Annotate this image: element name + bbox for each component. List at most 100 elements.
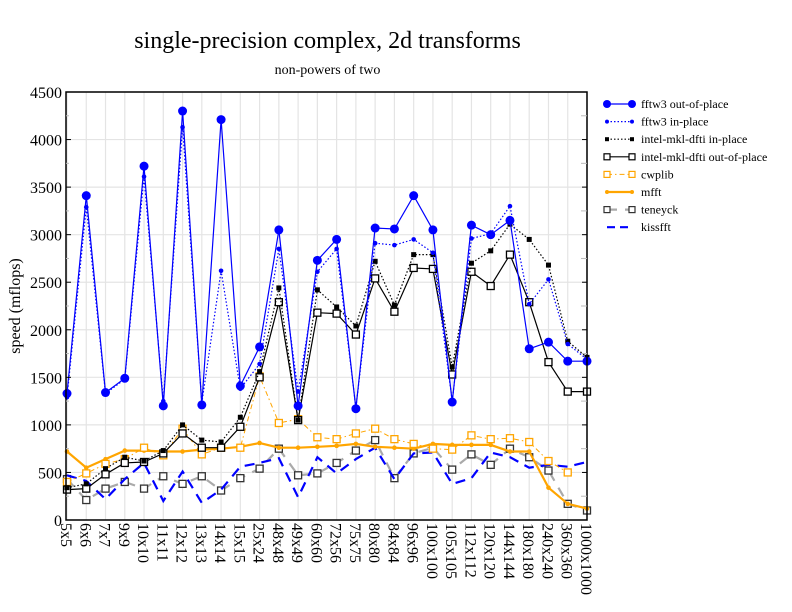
data-point [62, 477, 72, 487]
data-point [122, 448, 128, 453]
legend-item: mfft [605, 185, 662, 199]
data-point [468, 260, 474, 266]
x-tick-label: 120x120 [481, 523, 498, 579]
data-point [293, 401, 303, 411]
data-point [62, 389, 72, 399]
data-point [428, 264, 438, 274]
data-point [486, 230, 496, 240]
y-tick-label: 2500 [30, 275, 62, 292]
data-point [390, 307, 399, 316]
data-point [83, 481, 89, 487]
data-point [83, 465, 89, 470]
data-point [353, 323, 359, 329]
data-point [353, 441, 359, 447]
legend-label: fftw3 out-of-place [641, 97, 728, 111]
series-line [66, 438, 588, 512]
data-point [391, 302, 397, 308]
data-point [295, 445, 301, 451]
data-point [82, 469, 91, 478]
data-point [314, 287, 320, 293]
data-point [467, 267, 476, 276]
data-point [332, 234, 342, 244]
legend-label: teneyck [641, 203, 678, 217]
series-layer [62, 106, 592, 515]
data-point [141, 458, 147, 464]
x-tick-label: 75x75 [346, 523, 363, 563]
chart-subtitle: non-powers of two [274, 63, 381, 78]
y-tick-label: 2000 [30, 323, 62, 340]
data-point [315, 444, 320, 450]
grid-lines [66, 91, 588, 521]
x-tick-label: 9x9 [115, 523, 132, 547]
data-point [180, 449, 185, 454]
legend-marker [605, 190, 609, 194]
data-point [546, 485, 551, 490]
data-point [82, 495, 91, 505]
x-tick-label: 180x180 [519, 523, 536, 579]
legend-marker [628, 206, 636, 214]
x-tick-label: 144x144 [500, 523, 517, 579]
data-point [257, 369, 263, 375]
x-tick-label: 112x112 [461, 523, 478, 578]
y-tick-label: 1500 [30, 370, 62, 387]
data-point [430, 250, 436, 256]
series-line [66, 446, 588, 505]
data-point [466, 220, 476, 230]
legend-label: cwplib [641, 167, 674, 181]
x-tick-label: 360x360 [558, 523, 575, 579]
data-point [237, 414, 243, 420]
data-point [351, 429, 361, 438]
data-point [563, 387, 572, 396]
data-point [218, 439, 224, 445]
x-tick-label: 6x6 [76, 523, 93, 547]
x-tick-label: 84x84 [384, 523, 401, 563]
data-point [409, 263, 418, 273]
data-point [543, 337, 553, 347]
legend-marker [630, 119, 634, 124]
series-intel-mkl-dfti-out-of-place [62, 250, 592, 494]
y-tick-label: 1000 [30, 418, 62, 435]
legend-marker [605, 119, 609, 124]
legend-marker [603, 153, 611, 161]
x-tick-label: 10x10 [134, 523, 151, 563]
data-point [392, 242, 397, 248]
data-point [276, 246, 282, 252]
data-point [332, 435, 341, 444]
series-line [66, 253, 587, 491]
data-point [390, 435, 399, 444]
legend-item: teneyck [603, 203, 678, 217]
data-point [218, 268, 224, 274]
data-point [313, 469, 322, 478]
data-point [313, 433, 322, 442]
data-point [235, 381, 245, 391]
data-point [313, 308, 322, 317]
y-tick-label: 0 [54, 513, 62, 530]
data-point [216, 443, 226, 452]
data-point [351, 404, 361, 414]
data-point [139, 161, 149, 171]
legend: fftw3 out-of-place fftw3 in-place intel-mk… [603, 97, 767, 234]
legend-item: cwplib [603, 167, 674, 181]
data-point [139, 484, 149, 493]
data-point [255, 464, 264, 473]
data-point [332, 309, 341, 318]
legend-marker [628, 100, 636, 108]
x-tick-label: 13x13 [192, 523, 209, 563]
data-point [274, 225, 284, 235]
data-point [392, 445, 397, 451]
x-tick-label: 80x80 [365, 523, 382, 563]
series-line [66, 374, 568, 483]
data-point [565, 341, 571, 347]
data-point [544, 357, 553, 367]
data-point [486, 281, 495, 291]
data-point [293, 471, 303, 480]
data-point [216, 486, 226, 495]
data-point [448, 445, 457, 454]
data-point [563, 468, 572, 477]
data-point [525, 437, 534, 447]
x-tick-label: 240x240 [538, 523, 555, 579]
x-tick-label: 7x7 [96, 523, 113, 547]
data-point [197, 472, 206, 481]
data-point [122, 454, 128, 460]
data-point [160, 448, 166, 454]
